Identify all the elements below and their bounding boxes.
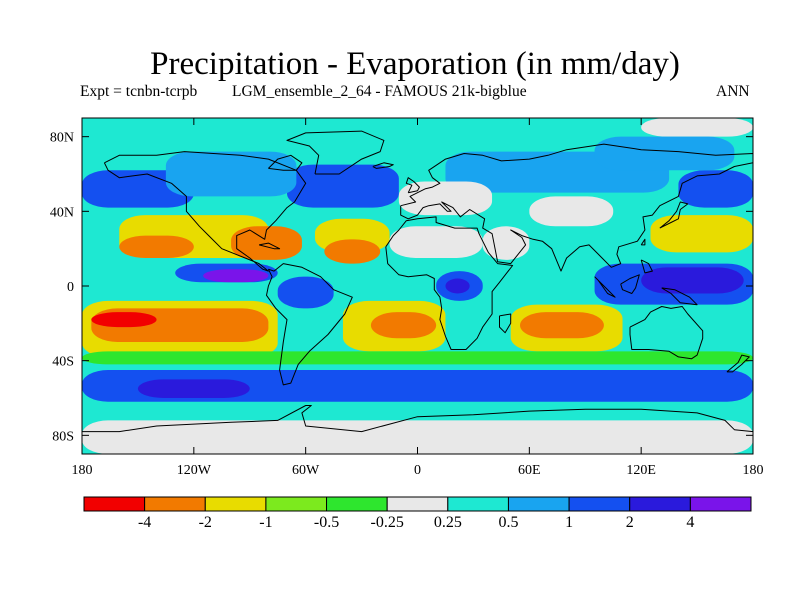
lon-tick-label: 120W xyxy=(177,463,212,478)
pe-field xyxy=(82,118,753,454)
region-antarctica-white xyxy=(82,420,753,454)
coastline-12 xyxy=(620,274,640,294)
colorbar-label: 2 xyxy=(626,514,634,531)
lon-tick-label: 120E xyxy=(626,463,656,478)
lat-tick-label: 80N xyxy=(50,131,74,146)
lat-tick-label: 0 xyxy=(67,280,74,295)
colorbar-swatch xyxy=(629,496,691,512)
coastlines xyxy=(82,130,753,433)
region-s-atlantic-orange xyxy=(370,312,437,339)
colorbar-label: 0.25 xyxy=(434,514,462,531)
colorbar-label: 1 xyxy=(565,514,573,531)
colorbar-swatch xyxy=(507,496,570,512)
coastline-2 xyxy=(400,143,753,272)
region-amazon-blue xyxy=(277,276,334,309)
coastline-11 xyxy=(594,276,616,298)
region-southern-ocean-purple xyxy=(137,379,250,398)
region-canada-lightblue xyxy=(165,151,297,197)
experiment-name: LGM_ensemble_2_64 - FAMOUS 21k-bigblue xyxy=(232,83,527,100)
region-atlantic-trade-orange xyxy=(324,239,381,264)
region-s-indian-orange xyxy=(520,312,604,339)
lon-tick-label: 60W xyxy=(292,463,320,478)
season-label: ANN xyxy=(716,83,750,100)
colorbar-label: -0.25 xyxy=(371,514,404,531)
colorbar-swatch xyxy=(568,496,631,512)
region-wpac-band-yellow xyxy=(650,215,753,253)
colorbar-swatch xyxy=(386,496,449,512)
region-north-pacific-blue-west xyxy=(678,170,753,208)
colorbar-swatch xyxy=(447,496,509,512)
region-congo-purple xyxy=(445,278,470,294)
coastline-10 xyxy=(659,201,689,229)
colorbar-swatch xyxy=(326,496,388,512)
region-siberia-lightblue xyxy=(594,136,735,171)
coastline-14 xyxy=(499,313,512,334)
lon-tick-label: 180 xyxy=(743,463,764,478)
coastline-4 xyxy=(629,306,704,360)
colorbar-label: -4 xyxy=(138,514,151,531)
figure-title: Precipitation - Evaporation (in mm/day) xyxy=(150,46,680,82)
lon-tick-label: 60E xyxy=(518,463,541,478)
lat-tick-label: 40N xyxy=(50,205,74,220)
coastline-16 xyxy=(640,238,646,246)
region-se-pacific-red xyxy=(91,312,157,328)
region-arctic-white xyxy=(641,118,753,137)
coastline-7 xyxy=(268,154,303,171)
lat-tick-label: 80S xyxy=(52,429,74,444)
coastline-1 xyxy=(266,263,353,386)
coastline-18 xyxy=(258,242,281,250)
region-central-asia-white xyxy=(529,196,614,227)
colorbar-label: -0.5 xyxy=(314,514,339,531)
colorbar-label: 0.5 xyxy=(498,514,518,531)
colorbar-swatch xyxy=(204,496,267,512)
coastline-15 xyxy=(726,354,750,373)
colorbar-swatch xyxy=(83,496,146,512)
colorbar-swatch xyxy=(144,496,206,512)
coastline-13 xyxy=(661,287,698,306)
region-sahara-white xyxy=(389,226,483,258)
region-s-band-green xyxy=(82,351,753,365)
coastline-5 xyxy=(82,405,753,433)
colorbar-label: -1 xyxy=(259,514,272,531)
region-npac-trade-orange xyxy=(119,235,194,258)
colorbar: -4 -2 -1 -0.5 -0.25 0.25 0.5 1 2 4 xyxy=(83,496,752,531)
region-southern-ocean-blue xyxy=(82,370,753,402)
region-warm-pool-purple xyxy=(641,267,744,294)
coastline-0 xyxy=(103,151,307,272)
coastline-17 xyxy=(640,259,653,274)
colorbar-label: -2 xyxy=(199,514,212,531)
lat-tick-label: 40S xyxy=(52,355,74,370)
lon-tick-label: 180 xyxy=(72,463,93,478)
colorbar-swatch xyxy=(265,496,328,512)
region-north-atlantic-blue xyxy=(287,164,399,208)
map-axes: 80N 40N 0 40S 80S 180 120W 60W 0 60E 120E 180 xyxy=(50,118,764,478)
coastline-3 xyxy=(385,216,514,350)
experiment-label: Expt = tcnbn-tcrpb xyxy=(80,83,198,100)
coastline-8 xyxy=(372,162,394,169)
colorbar-label: 4 xyxy=(686,514,694,531)
region-itcz-purple xyxy=(203,269,269,283)
coastline-6 xyxy=(286,130,385,175)
colorbar-swatch xyxy=(689,496,752,512)
coastline-9 xyxy=(405,177,420,194)
lon-tick-label: 0 xyxy=(414,463,421,478)
